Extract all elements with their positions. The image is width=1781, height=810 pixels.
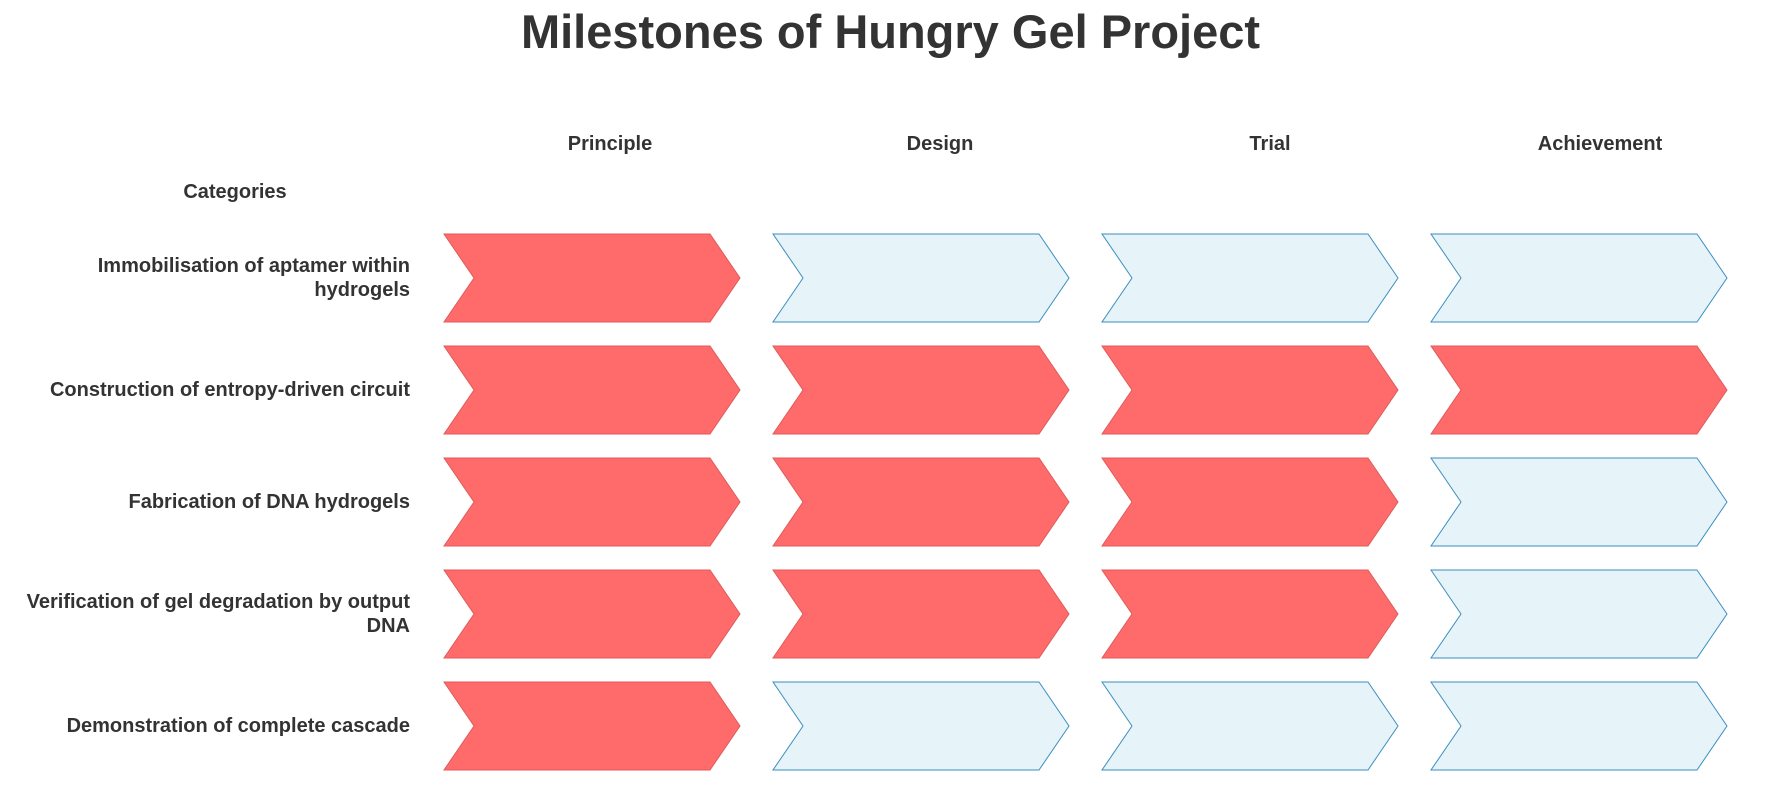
milestone-chevron-row1-principle-completed [443,233,741,323]
milestone-chevron-row5-trial-pending [1101,681,1399,771]
milestone-chevron-row2-design-completed [772,345,1070,435]
chart-title: Milestones of Hungry Gel Project [520,5,1261,58]
milestone-chevron-row5-principle-completed [443,681,741,771]
milestone-chevron-row3-design-completed [772,457,1070,547]
milestone-chevron-row1-achievement-pending [1430,233,1728,323]
stage-header-trial: Trial [1249,133,1291,155]
categories-label: Categories [183,181,287,203]
stage-header-achievement: Achievement [1537,133,1663,155]
milestone-chevron-row5-achievement-pending [1430,681,1728,771]
milestone-chevron-row3-trial-completed [1101,457,1399,547]
row-label-aptamer: Immobilisation of aptamer within hydroge… [97,255,410,301]
milestone-chevron-row2-trial-completed [1101,345,1399,435]
milestone-chevron-row4-design-completed [772,569,1070,659]
milestone-chevron-row1-trial-pending [1101,233,1399,323]
milestone-chevron-row4-trial-completed [1101,569,1399,659]
stage-header-principle: Principle [567,133,653,155]
milestone-chevron-row2-principle-completed [443,345,741,435]
milestone-chevron-row3-principle-completed [443,457,741,547]
milestone-chevron-row4-achievement-pending [1430,569,1728,659]
row-label-fabrication: Fabrication of DNA hydrogels [128,491,410,513]
row-label-verification: Verification of gel degradation by outpu… [26,591,410,637]
row-label-circuit: Construction of entropy-driven circuit [49,379,410,401]
milestone-chevron-row5-design-pending [772,681,1070,771]
milestone-chevron-row3-achievement-pending [1430,457,1728,547]
milestone-chevron-row2-achievement-completed [1430,345,1728,435]
milestone-chevron-row4-principle-completed [443,569,741,659]
row-label-demonstration: Demonstration of complete cascade [66,715,410,737]
milestone-chevron-row1-design-pending [772,233,1070,323]
stage-header-design: Design [906,133,974,155]
